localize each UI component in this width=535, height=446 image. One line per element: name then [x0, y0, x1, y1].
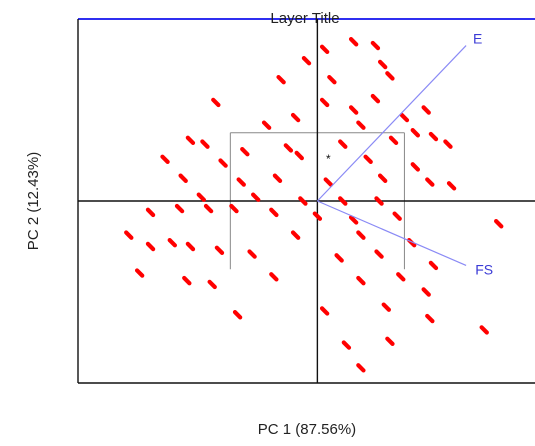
- data-point: [381, 302, 391, 312]
- data-point: [425, 313, 435, 324]
- data-point: [312, 211, 323, 221]
- data-point: [232, 310, 243, 320]
- vector-label-e: E: [473, 30, 482, 46]
- data-point: [240, 147, 250, 157]
- data-point: [214, 245, 225, 255]
- chart-title: Layer Title: [270, 10, 339, 27]
- data-point: [290, 230, 301, 240]
- data-point: [348, 37, 359, 47]
- data-point: [167, 238, 178, 248]
- data-point: [261, 120, 272, 130]
- loading-vectors: E FS: [316, 30, 493, 277]
- data-point: [374, 249, 384, 259]
- data-point: [272, 173, 283, 183]
- data-point: [229, 203, 239, 214]
- data-point: [247, 249, 257, 259]
- data-point: [494, 219, 504, 229]
- data-point: [385, 71, 395, 81]
- data-point: [348, 105, 359, 115]
- data-point: [425, 177, 435, 187]
- data-point: [283, 143, 294, 153]
- data-point: [479, 325, 489, 335]
- data-point: [363, 154, 373, 164]
- data-point: [178, 173, 188, 183]
- data-point: [377, 173, 388, 183]
- data-point: [276, 74, 286, 85]
- data-point: [211, 97, 221, 108]
- data-point: [319, 306, 330, 316]
- data-point: [124, 230, 134, 240]
- data-point: [374, 196, 384, 206]
- vector-line-e: [316, 45, 467, 202]
- data-point: [290, 112, 301, 123]
- data-point: [399, 112, 410, 123]
- vector-label-fs: FS: [475, 261, 493, 277]
- data-point: [301, 56, 312, 66]
- data-point: [356, 230, 366, 240]
- data-point: [294, 150, 304, 161]
- data-point: [338, 196, 348, 206]
- data-point: [269, 207, 279, 218]
- data-point: [196, 192, 207, 202]
- data-point: [236, 177, 246, 187]
- data-point: [218, 158, 228, 168]
- data-point: [200, 139, 210, 149]
- data-point: [334, 253, 344, 263]
- vector-line-fs: [317, 200, 467, 267]
- data-point: [327, 74, 337, 85]
- data-point: [443, 139, 453, 149]
- data-point: [207, 279, 217, 290]
- data-point: [377, 59, 388, 70]
- data-point: [428, 260, 439, 271]
- data-point: [370, 40, 381, 51]
- data-point: [446, 181, 457, 191]
- data-point: [185, 135, 196, 146]
- data-point: [356, 275, 366, 286]
- data-point: [323, 177, 333, 187]
- data-point: [174, 203, 185, 214]
- data-point: [348, 215, 359, 225]
- data-point: [298, 196, 308, 206]
- data-point: [338, 139, 348, 149]
- x-axis-title: PC 1 (87.56%): [258, 421, 356, 438]
- data-point: [203, 203, 214, 214]
- data-point: [134, 268, 145, 278]
- data-point: [145, 241, 156, 252]
- data-point: [396, 272, 406, 282]
- data-point: [370, 93, 381, 104]
- data-point: [341, 340, 352, 350]
- data-point: [145, 207, 156, 218]
- center-marker: *: [326, 152, 331, 166]
- data-point: [319, 44, 330, 55]
- data-point: [356, 363, 366, 373]
- data-points: [124, 37, 504, 373]
- y-axis-title: PC 2 (12.43%): [25, 152, 42, 250]
- data-point: [356, 120, 366, 130]
- data-point: [421, 287, 431, 297]
- data-point: [160, 154, 170, 164]
- data-point: [421, 105, 431, 115]
- data-point: [185, 241, 196, 252]
- data-point: [428, 131, 439, 142]
- data-point: [388, 135, 399, 146]
- data-point: [319, 97, 330, 108]
- data-point: [269, 272, 279, 282]
- data-point: [251, 192, 261, 202]
- data-point: [410, 128, 421, 138]
- data-point: [182, 275, 192, 286]
- data-point: [392, 211, 402, 221]
- data-point: [410, 162, 421, 172]
- data-point: [385, 336, 395, 346]
